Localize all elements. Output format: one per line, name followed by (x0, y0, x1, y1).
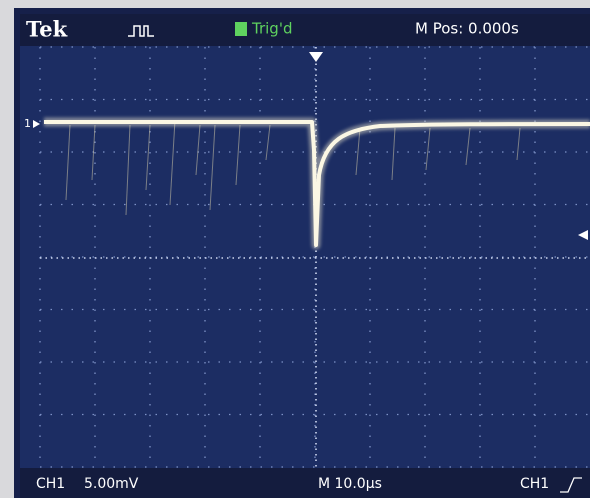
trigger-icon (235, 22, 247, 36)
screen (20, 14, 590, 498)
brand: Tek (26, 17, 68, 42)
timebase: M 10.0µs (318, 476, 382, 492)
channel-marker: 1 (24, 117, 31, 130)
page: 1 Tek Trig'd M Pos: 0.000s CH1 5.00mV M … (0, 0, 590, 498)
horizontal-position: M Pos: 0.000s (415, 20, 519, 38)
channel-label: CH1 (36, 476, 65, 492)
oscilloscope-screen: 1 Tek Trig'd M Pos: 0.000s CH1 5.00mV M … (0, 0, 590, 498)
vertical-scale: 5.00mV (84, 476, 139, 492)
trigger-status: Trig'd (251, 20, 292, 38)
trigger-source: CH1 (520, 476, 549, 492)
